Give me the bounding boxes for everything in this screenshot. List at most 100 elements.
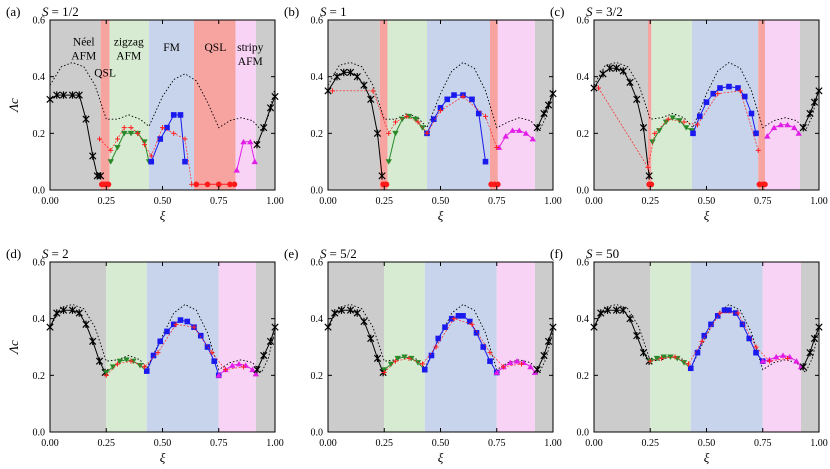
- data-point: [647, 358, 653, 364]
- x-tick-label: 1.00: [810, 438, 828, 449]
- spin-symbol: S: [42, 246, 49, 261]
- data-point: [469, 321, 475, 327]
- data-point: [726, 307, 732, 313]
- data-point: [406, 355, 412, 361]
- data-point: [487, 350, 493, 356]
- data-point: [527, 363, 534, 370]
- x-tick-label: 0.00: [585, 196, 603, 207]
- y-tick-label: 0.6: [33, 16, 46, 27]
- data-point: [253, 140, 261, 149]
- y-tick-label: 0.4: [311, 72, 324, 83]
- dotted-reference-line: [593, 303, 820, 374]
- data-point: [785, 355, 790, 361]
- data-point: [373, 129, 382, 138]
- data-point: [762, 181, 768, 188]
- x-tick-label: 0.25: [98, 438, 116, 449]
- data-point: [660, 354, 667, 360]
- phase-band-qsl: [194, 20, 236, 190]
- data-point: [260, 123, 268, 132]
- data-point: [148, 153, 154, 159]
- phase-band-qsl: [490, 20, 498, 190]
- panel-title: S = 3/2: [586, 4, 623, 19]
- data-point: [648, 181, 655, 188]
- data-point: [737, 88, 743, 94]
- y-tick-label: 0.0: [33, 428, 46, 439]
- phase-label-line: AFM: [71, 51, 96, 63]
- chart-panel-e: 0.00 0.25 0.50 0.75 1.00 0.0 0.2 0.4 0.6 ξ (e) S = 5…: [284, 246, 562, 465]
- y-tick-label: 0.4: [33, 72, 46, 83]
- series-upper-bound-dotted-: [593, 303, 820, 374]
- y-tick-label: 0.6: [577, 258, 590, 269]
- data-point: [414, 360, 422, 366]
- data-point: [204, 344, 211, 350]
- data-point: [373, 354, 382, 363]
- series-qsl: [380, 181, 390, 188]
- phase-band-zigzag: [106, 262, 147, 432]
- phase-label-line: FM: [163, 42, 180, 54]
- spin-symbol: S: [586, 246, 593, 261]
- data-point: [695, 122, 700, 128]
- phase-label: QSL: [205, 42, 227, 54]
- y-axis-title: Λc: [6, 98, 21, 114]
- data-point: [136, 363, 144, 369]
- series-line: [256, 327, 276, 370]
- data-point: [249, 366, 256, 373]
- data-point: [806, 109, 814, 118]
- series-fm: [687, 307, 766, 372]
- panel-title: S = 50: [586, 246, 619, 261]
- series-line: [384, 318, 522, 373]
- series-qsl: [98, 181, 112, 188]
- data-point: [428, 352, 435, 359]
- data-point: [393, 358, 398, 364]
- data-point: [753, 344, 759, 350]
- series-red-crosses: [596, 85, 761, 170]
- data-point: [533, 365, 541, 374]
- data-point: [687, 365, 694, 372]
- data-point: [401, 354, 408, 360]
- x-tick-label: 0.00: [41, 196, 59, 207]
- series-red-crosses: [647, 310, 790, 367]
- data-point: [694, 349, 701, 356]
- phase-band-qsl: [379, 20, 388, 190]
- phase-band-stripy: [762, 262, 801, 432]
- data-point: [223, 367, 228, 373]
- x-tick-label: 0.00: [319, 196, 337, 207]
- data-point: [437, 105, 444, 111]
- phase-label-line: stripy: [237, 42, 263, 54]
- data-point: [127, 130, 135, 137]
- x-axis-title: ξ: [438, 208, 444, 223]
- phase-band-fm: [690, 262, 763, 432]
- data-point: [544, 337, 553, 346]
- panel-title: S = 1/2: [42, 4, 79, 19]
- x-tick-label: 0.50: [154, 438, 172, 449]
- data-point: [337, 306, 346, 314]
- chart-panel-d: 0.00 0.25 0.50 0.75 1.00 0.0 0.2 0.4 0.6 ξ Λc (d) S =…: [6, 246, 284, 465]
- dotted-reference-line: [327, 303, 554, 374]
- data-point: [193, 181, 200, 188]
- data-point: [726, 83, 732, 90]
- data-point: [346, 68, 355, 77]
- data-point: [209, 350, 215, 356]
- panel-label: (f): [550, 246, 563, 261]
- data-point: [95, 357, 104, 365]
- y-tick-label: 0.6: [33, 258, 46, 269]
- data-point: [367, 334, 375, 343]
- y-tick-label: 0.6: [577, 16, 590, 27]
- data-point: [142, 142, 147, 148]
- y-tick-label: 0.4: [311, 314, 324, 325]
- data-point: [799, 123, 807, 132]
- x-tick-label: 0.25: [642, 438, 660, 449]
- data-point: [420, 361, 425, 367]
- data-point: [653, 355, 661, 362]
- y-tick-label: 0.2: [311, 371, 324, 382]
- series-line: [802, 327, 820, 368]
- x-axis-title: ξ: [160, 208, 166, 223]
- data-point: [435, 335, 442, 342]
- data-point: [433, 344, 439, 350]
- data-point: [59, 306, 68, 314]
- data-point: [753, 130, 759, 137]
- data-point: [115, 136, 120, 142]
- data-point: [381, 370, 387, 375]
- y-tick-label: 0.2: [311, 129, 324, 140]
- panel-label: (e): [284, 246, 298, 261]
